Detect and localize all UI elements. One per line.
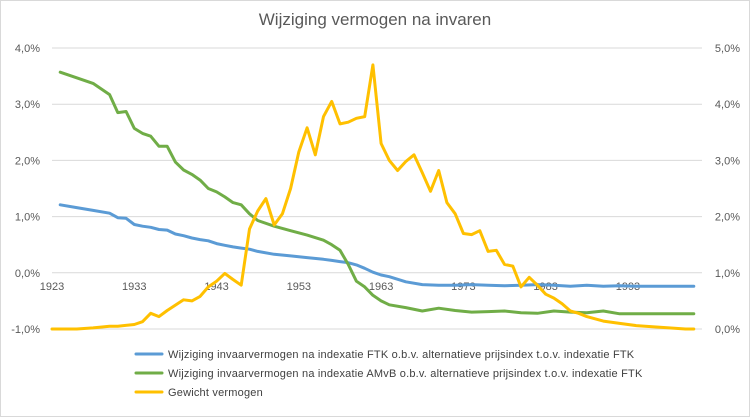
x-tick-label: 1973 [451,281,475,293]
y-left-tick-label: -1,0% [11,324,40,336]
series-lines [50,63,696,331]
y-axis-right: 0,0% 1,0% 2,0% 3,0% 4,0% 5,0% [715,43,740,336]
y-left-tick-label: 2,0% [15,155,40,167]
series-line [58,70,696,316]
y-right-tick-label: 5,0% [715,43,740,55]
y-right-tick-label: 0,0% [715,324,740,336]
legend-label: Wijziging invaarvermogen na indexatie FT… [168,349,635,361]
x-tick-label: 1963 [369,281,393,293]
x-tick-label: 1923 [40,281,64,293]
series-line [50,63,696,331]
x-tick-label: 1953 [287,281,311,293]
y-left-tick-label: 3,0% [15,99,40,111]
series-line [58,203,696,288]
legend-label: Wijziging invaarvermogen na indexatie AM… [168,368,643,380]
y-left-tick-label: 0,0% [15,268,40,280]
y-left-tick-label: 1,0% [15,212,40,224]
y-left-tick-label: 4,0% [15,43,40,55]
legend-label: Gewicht vermogen [168,387,263,399]
chart-title: Wijziging vermogen na invaren [259,10,491,29]
x-tick-label: 1933 [122,281,146,293]
y-right-tick-label: 2,0% [715,212,740,224]
y-right-tick-label: 4,0% [715,99,740,111]
y-right-tick-label: 3,0% [715,155,740,167]
y-right-tick-label: 1,0% [715,268,740,280]
legend: Wijziging invaarvermogen na indexatie FT… [134,349,643,399]
y-axis-left: -1,0% 0,0% 1,0% 2,0% 3,0% 4,0% [11,43,40,336]
